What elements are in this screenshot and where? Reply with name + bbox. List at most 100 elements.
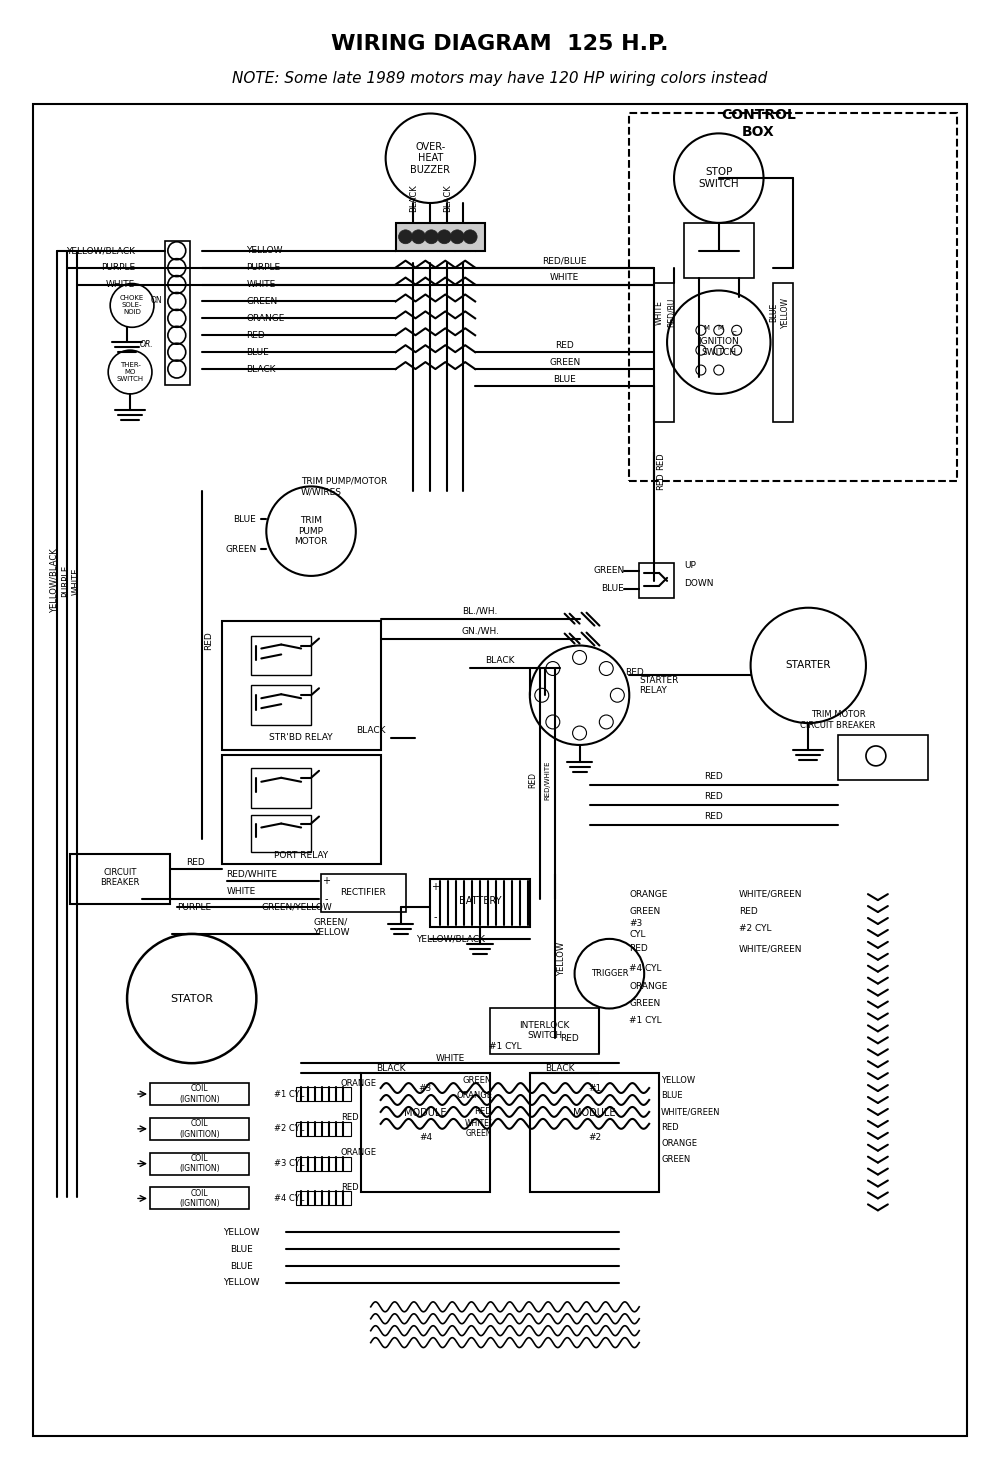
Text: RED: RED bbox=[560, 1033, 578, 1044]
Text: COIL
(IGNITION): COIL (IGNITION) bbox=[179, 1188, 220, 1209]
Bar bbox=[773, 282, 793, 422]
Text: #2: #2 bbox=[588, 1134, 601, 1142]
Text: RECTIFIER: RECTIFIER bbox=[340, 887, 386, 896]
Circle shape bbox=[463, 230, 477, 244]
Text: #2 CYL: #2 CYL bbox=[739, 924, 771, 933]
Text: COIL
(IGNITION): COIL (IGNITION) bbox=[179, 1154, 220, 1173]
Bar bbox=[639, 562, 674, 598]
Bar bbox=[838, 735, 928, 779]
Circle shape bbox=[411, 230, 425, 244]
Text: BLUE: BLUE bbox=[769, 303, 778, 322]
Text: ORANGE: ORANGE bbox=[341, 1148, 377, 1157]
Text: DOWN: DOWN bbox=[684, 580, 713, 589]
Text: YELLOW: YELLOW bbox=[246, 246, 283, 255]
Bar bbox=[251, 815, 311, 852]
Text: WHITE: WHITE bbox=[246, 280, 276, 289]
Text: STATOR: STATOR bbox=[170, 993, 213, 1004]
Text: MODULE: MODULE bbox=[404, 1108, 447, 1117]
Bar bbox=[150, 1083, 249, 1106]
Text: PORT RELAY: PORT RELAY bbox=[274, 850, 328, 861]
Text: #1: #1 bbox=[588, 1083, 601, 1092]
Text: ORANGE: ORANGE bbox=[661, 1139, 697, 1148]
Text: PURPLE: PURPLE bbox=[61, 565, 70, 596]
Text: BLUE: BLUE bbox=[553, 375, 576, 384]
Text: +: + bbox=[431, 883, 439, 892]
Bar bbox=[222, 620, 381, 750]
Circle shape bbox=[437, 230, 451, 244]
Text: PURPLE: PURPLE bbox=[177, 902, 211, 912]
Text: GN./WH.: GN./WH. bbox=[461, 626, 499, 635]
Text: CHOKE
SOLE-
NOID: CHOKE SOLE- NOID bbox=[120, 295, 144, 316]
Text: #3: #3 bbox=[419, 1083, 432, 1092]
Text: STOP
SWITCH: STOP SWITCH bbox=[698, 167, 739, 189]
Bar bbox=[396, 223, 485, 251]
Text: RED/WHITE: RED/WHITE bbox=[227, 869, 278, 878]
Text: ORANGE: ORANGE bbox=[629, 982, 668, 990]
Text: GREEN: GREEN bbox=[593, 567, 624, 576]
Bar bbox=[251, 685, 311, 725]
Text: RED: RED bbox=[657, 453, 666, 471]
Text: BLACK: BLACK bbox=[485, 655, 515, 664]
Text: BLACK: BLACK bbox=[376, 1064, 405, 1073]
Text: WHITE: WHITE bbox=[72, 567, 81, 595]
Bar bbox=[296, 1191, 351, 1206]
Text: BLACK: BLACK bbox=[409, 184, 418, 213]
Text: WIRING DIAGRAM  125 H.P.: WIRING DIAGRAM 125 H.P. bbox=[331, 34, 669, 55]
Text: RED: RED bbox=[528, 772, 537, 788]
Text: CIRCUIT
BREAKER: CIRCUIT BREAKER bbox=[100, 868, 140, 887]
Bar bbox=[490, 1008, 599, 1054]
Bar bbox=[222, 754, 381, 865]
Bar bbox=[165, 241, 190, 385]
Bar bbox=[629, 114, 957, 481]
Text: GREEN: GREEN bbox=[549, 357, 580, 366]
Text: #3
CYL: #3 CYL bbox=[629, 920, 646, 939]
Text: OVER-
HEAT
BUZZER: OVER- HEAT BUZZER bbox=[410, 142, 450, 174]
Text: PURPLE: PURPLE bbox=[101, 263, 135, 272]
Text: WHITE: WHITE bbox=[655, 300, 664, 325]
Bar bbox=[654, 282, 674, 422]
Text: RED: RED bbox=[341, 1113, 359, 1122]
Text: TRIGGER: TRIGGER bbox=[591, 970, 628, 979]
Text: RED: RED bbox=[704, 772, 723, 781]
Text: WHITE: WHITE bbox=[550, 273, 579, 282]
Text: WHITE: WHITE bbox=[227, 887, 256, 896]
Text: BLACK: BLACK bbox=[246, 365, 276, 373]
Text: WHITE/GREEN: WHITE/GREEN bbox=[661, 1107, 721, 1116]
Text: #1 CYL: #1 CYL bbox=[274, 1089, 305, 1098]
Text: WHITE: WHITE bbox=[436, 1054, 465, 1063]
Text: BLUE: BLUE bbox=[230, 1244, 253, 1253]
Text: RED/WHITE: RED/WHITE bbox=[545, 760, 551, 800]
Text: COIL
(IGNITION): COIL (IGNITION) bbox=[179, 1085, 220, 1104]
Text: BLUE: BLUE bbox=[661, 1091, 683, 1101]
Text: YELLOW: YELLOW bbox=[661, 1076, 695, 1085]
Text: RED: RED bbox=[704, 812, 723, 821]
Text: TRIM MOTOR
CIRCUIT BREAKER: TRIM MOTOR CIRCUIT BREAKER bbox=[800, 710, 876, 729]
Text: BLACK: BLACK bbox=[545, 1064, 574, 1073]
Text: GREEN: GREEN bbox=[629, 906, 661, 915]
Text: WHITE/
GREEN: WHITE/ GREEN bbox=[465, 1119, 492, 1138]
Text: RED/BLUE: RED/BLUE bbox=[542, 257, 587, 266]
Text: WHITE/GREEN: WHITE/GREEN bbox=[739, 890, 802, 899]
Text: GREEN/YELLOW: GREEN/YELLOW bbox=[261, 902, 332, 912]
Text: RED: RED bbox=[657, 472, 666, 490]
Bar bbox=[530, 1073, 659, 1193]
Text: YELLOW: YELLOW bbox=[781, 297, 790, 328]
Bar bbox=[430, 880, 530, 927]
Text: ORANGE: ORANGE bbox=[246, 314, 285, 323]
Text: #4 CYL: #4 CYL bbox=[629, 964, 662, 973]
Text: RED: RED bbox=[186, 858, 205, 866]
Text: C: C bbox=[731, 331, 736, 337]
Bar bbox=[296, 1157, 351, 1170]
Text: ORANGE: ORANGE bbox=[629, 890, 668, 899]
Text: YELLOW: YELLOW bbox=[223, 1278, 260, 1287]
Bar bbox=[150, 1117, 249, 1139]
Text: #3 CYL: #3 CYL bbox=[274, 1159, 305, 1168]
Text: STR'BD RELAY: STR'BD RELAY bbox=[269, 734, 333, 742]
Bar bbox=[321, 874, 406, 912]
Text: M: M bbox=[718, 325, 724, 331]
Text: GREEN: GREEN bbox=[225, 545, 256, 554]
Text: BLUE: BLUE bbox=[602, 584, 624, 593]
Text: ORANGE: ORANGE bbox=[456, 1091, 492, 1101]
Bar bbox=[70, 855, 170, 905]
Text: M: M bbox=[704, 325, 710, 331]
